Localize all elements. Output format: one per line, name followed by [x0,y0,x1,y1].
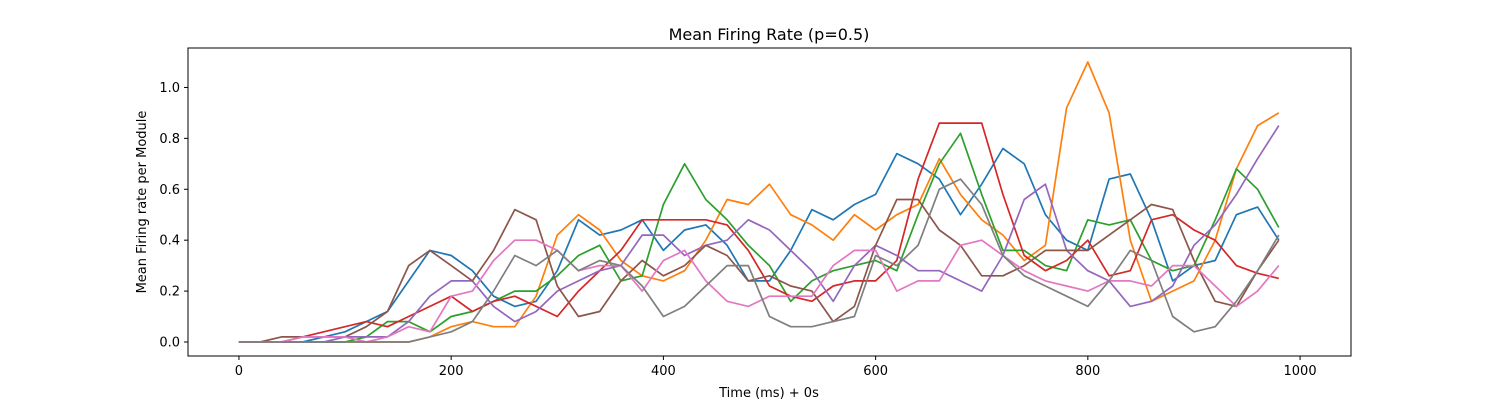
series-line-1 [238,147,1280,343]
y-tick-label: 0.2 [159,285,180,300]
x-tick-label: 0 [235,364,243,379]
y-tick-label: 0.6 [159,183,180,198]
x-axis: 0 200 400 600 800 1000 [235,356,1317,379]
series-layer [238,61,1280,343]
series-line-8 [238,178,1280,343]
x-tick-label: 1000 [1284,364,1317,379]
y-axis: 0.0 0.2 0.4 0.6 0.8 1.0 [159,81,188,351]
plot-frame [187,47,1352,357]
y-tick-label: 0.0 [159,336,180,351]
x-tick-label: 400 [651,364,676,379]
y-tick-label: 0.4 [159,234,180,249]
plot-background [188,48,1351,356]
series-line-7 [238,239,1280,343]
x-tick-label: 200 [439,364,464,379]
y-tick-label: 1.0 [159,81,180,96]
chart-title: Mean Firing Rate (p=0.5) [669,25,870,44]
x-axis-label: Time (ms) + 0s [718,386,819,400]
series-line-6 [238,198,1280,343]
series-line-3 [238,132,1280,343]
series-line-5 [238,125,1280,343]
y-tick-label: 0.8 [159,132,180,147]
x-tick-label: 800 [1075,364,1100,379]
series-line-4 [238,122,1279,343]
x-tick-label: 600 [863,364,888,379]
y-axis-label: Mean Firing rate per Module [135,111,150,294]
